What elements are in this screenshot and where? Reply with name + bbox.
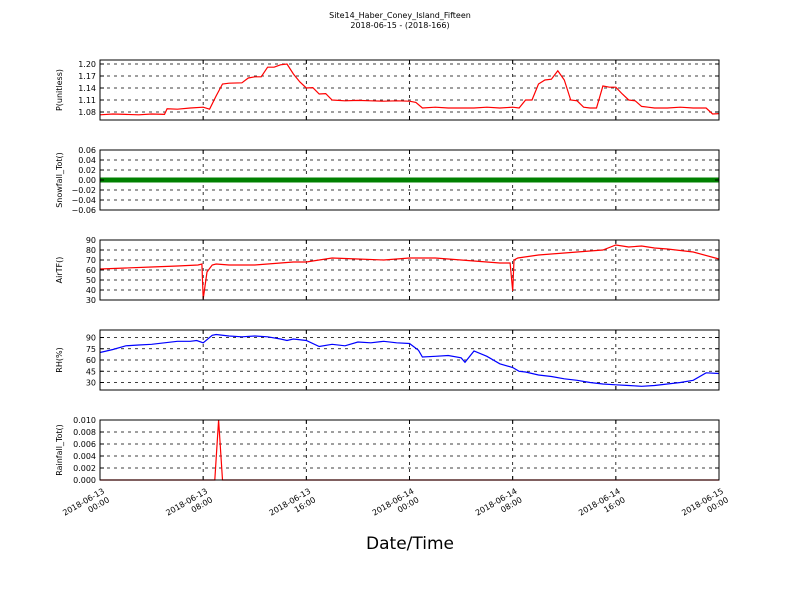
y-tick-label: 90	[86, 334, 96, 343]
y-tick-label: 40	[86, 286, 96, 295]
y-tick-label: −0.04	[71, 196, 96, 205]
y-tick-label: −0.02	[71, 186, 96, 195]
y-tick-label: 1.11	[78, 96, 96, 105]
y-tick-label: 0.004	[73, 452, 96, 461]
y-tick-label: 0.002	[73, 464, 96, 473]
subplot-1: 1.08 1.11 1.14 1.17 1.20 P(unitless)	[55, 59, 720, 121]
y-tick-label: 45	[86, 367, 96, 376]
data-series-line	[99, 63, 720, 116]
y-tick-label: 60	[86, 266, 96, 275]
y-tick-label: 0.000	[73, 476, 96, 485]
y-axis-label: Rainfall_Tot()	[55, 424, 64, 476]
y-tick-label: 0.00	[78, 176, 96, 185]
y-tick-label: 70	[86, 256, 96, 265]
chart-title: Site14_Haber_Coney_Island_Fifteen	[329, 11, 471, 20]
y-tick-label: 0.04	[78, 156, 96, 165]
y-tick-label: 0.010	[73, 416, 96, 425]
y-tick-label: 1.08	[78, 108, 96, 117]
y-tick-label: 50	[86, 276, 96, 285]
y-tick-label: 30	[86, 296, 96, 305]
data-series-line	[99, 244, 720, 300]
y-tick-label: 80	[86, 246, 96, 255]
y-axis-label: P(unitless)	[55, 69, 64, 111]
y-tick-label: 30	[86, 379, 96, 388]
y-tick-label: 0.02	[78, 166, 96, 175]
y-tick-label: 60	[86, 356, 96, 365]
chart-subtitle: 2018-06-15 - (2018-166)	[350, 21, 450, 30]
y-tick-label: 1.14	[78, 84, 96, 93]
data-series-line	[99, 333, 720, 387]
y-tick-label: 75	[86, 345, 96, 354]
y-tick-label: 1.17	[78, 72, 96, 81]
subplot-4: 30 45 60 75 90 RH(%)	[55, 329, 720, 391]
y-tick-label: −0.06	[71, 206, 96, 215]
y-axis-label: RH(%)	[55, 347, 64, 372]
x-axis-label: Date/Time	[366, 534, 454, 554]
y-tick-label: 0.008	[73, 428, 96, 437]
subplot-2: −0.06−0.04−0.020.000.020.040.06 Snowfall_…	[55, 146, 720, 215]
y-tick-label: 90	[86, 236, 96, 245]
y-tick-label: 0.006	[73, 440, 96, 449]
y-axis-label: AirTF()	[55, 257, 64, 284]
y-tick-label: 1.20	[78, 60, 96, 69]
y-axis-label: Snowfall_Tot()	[55, 152, 64, 208]
subplot-5: 0.000 0.002 0.004 0.006 0.008 0.010 Rainfall_T…	[55, 416, 720, 485]
y-tick-label: 0.06	[78, 146, 96, 155]
